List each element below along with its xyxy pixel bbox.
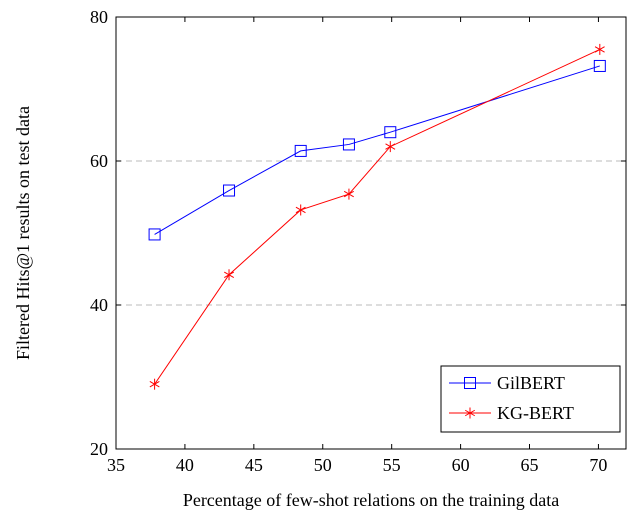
x-axis-label: Percentage of few-shot relations on the … xyxy=(183,490,559,510)
data-point-gilbert-1 xyxy=(223,184,236,197)
grid-lines xyxy=(116,160,626,306)
plot-frame xyxy=(115,16,627,450)
y-axis-label: Filtered Hits@1 results on test data xyxy=(13,106,33,360)
tick-labels: 35 40 45 50 55 60 65 70 20 40 60 80 xyxy=(90,7,607,475)
series-line-gilbert xyxy=(154,65,600,235)
data-point-kg-bert-4 xyxy=(385,141,396,153)
data-point-gilbert-0 xyxy=(148,228,161,241)
x-tick-label-70: 70 xyxy=(589,455,607,475)
x-tick-label-45: 45 xyxy=(245,455,263,475)
legend-entry-kg-bert: KG-BERT xyxy=(449,403,574,423)
legend-marker-star-icon xyxy=(464,407,476,419)
legend: GilBERT KG-BERT xyxy=(440,365,621,433)
x-tick-label-35: 35 xyxy=(107,455,125,475)
data-point-gilbert-3 xyxy=(342,138,355,151)
data-point-kg-bert-0 xyxy=(149,378,160,390)
x-tick-label-55: 55 xyxy=(383,455,401,475)
legend-square-icon xyxy=(464,377,476,389)
data-point-kg-bert-3 xyxy=(343,188,354,200)
data-point-gilbert-4 xyxy=(384,126,397,139)
x-tick-label-60: 60 xyxy=(452,455,470,475)
legend-entry-gilbert: GilBERT xyxy=(449,373,565,393)
data-point-gilbert-5 xyxy=(593,59,606,72)
x-tick-label-65: 65 xyxy=(521,455,539,475)
tick-marks xyxy=(115,16,626,450)
y-tick-label-80: 80 xyxy=(90,7,108,27)
x-tick-label-40: 40 xyxy=(176,455,194,475)
series-line-kg-bert xyxy=(154,48,601,385)
y-tick-label-20: 20 xyxy=(90,439,108,459)
legend-star-icon xyxy=(464,407,476,419)
data-point-gilbert-2 xyxy=(294,144,307,157)
data-point-kg-bert-5 xyxy=(594,43,605,55)
y-tick-label-60: 60 xyxy=(90,151,108,171)
legend-label-gilbert: GilBERT xyxy=(497,373,565,393)
x-tick-label-50: 50 xyxy=(314,455,332,475)
data-point-kg-bert-1 xyxy=(224,269,235,281)
y-tick-label-40: 40 xyxy=(90,295,108,315)
legend-marker-square-icon xyxy=(464,377,476,389)
series-layer xyxy=(148,43,606,390)
legend-label-kg-bert: KG-BERT xyxy=(497,403,574,423)
data-point-kg-bert-2 xyxy=(295,204,306,216)
axes xyxy=(115,16,627,450)
